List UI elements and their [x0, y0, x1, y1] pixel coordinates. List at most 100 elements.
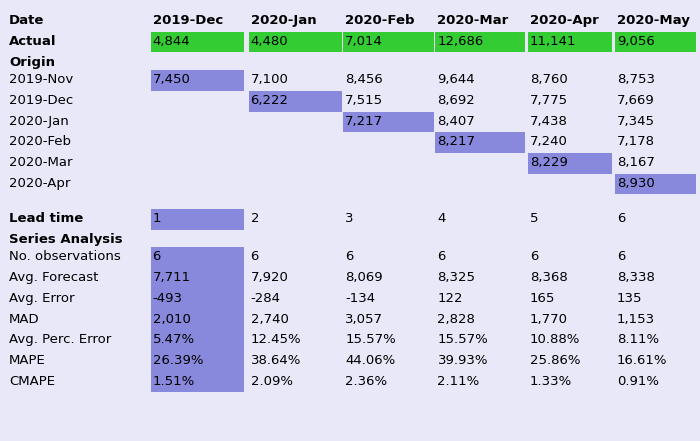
Bar [435, 132, 525, 153]
Text: 2,740: 2,740 [251, 313, 288, 325]
Text: 9,056: 9,056 [617, 35, 655, 48]
Bar [435, 32, 525, 52]
Text: 7,450: 7,450 [153, 73, 190, 86]
Text: No. observations: No. observations [9, 250, 121, 263]
Text: 6: 6 [617, 250, 625, 263]
Text: 6: 6 [251, 250, 259, 263]
Text: 15.57%: 15.57% [345, 333, 396, 346]
Text: Date: Date [9, 14, 45, 27]
Text: 8,229: 8,229 [530, 156, 568, 169]
Text: 7,345: 7,345 [617, 115, 655, 127]
Bar [528, 153, 612, 174]
Text: 38.64%: 38.64% [251, 354, 301, 367]
Text: 6: 6 [438, 250, 446, 263]
Text: 2.09%: 2.09% [251, 375, 293, 388]
Text: 3,057: 3,057 [345, 313, 383, 325]
Bar [248, 91, 342, 112]
Text: 2019-Dec: 2019-Dec [153, 14, 223, 27]
Bar [150, 372, 244, 392]
Text: 2.36%: 2.36% [345, 375, 387, 388]
Bar [248, 32, 342, 52]
Text: 8,930: 8,930 [617, 177, 655, 190]
Text: 7,515: 7,515 [345, 94, 383, 107]
Text: 2020-May: 2020-May [617, 14, 690, 27]
Text: 8,069: 8,069 [345, 271, 383, 284]
Text: 3: 3 [345, 212, 354, 225]
Text: 39.93%: 39.93% [438, 354, 488, 367]
Text: MAPE: MAPE [9, 354, 46, 367]
Bar [150, 310, 244, 330]
Text: 44.06%: 44.06% [345, 354, 396, 367]
Text: 135: 135 [617, 292, 642, 305]
Text: 7,711: 7,711 [153, 271, 190, 284]
Text: 8,368: 8,368 [530, 271, 568, 284]
Text: 7,178: 7,178 [617, 135, 655, 148]
Text: Series Analysis: Series Analysis [9, 233, 122, 246]
Text: 6: 6 [617, 212, 625, 225]
Text: 5.47%: 5.47% [153, 333, 195, 346]
Text: 8.11%: 8.11% [617, 333, 659, 346]
Text: Avg. Error: Avg. Error [9, 292, 75, 305]
Text: -284: -284 [251, 292, 281, 305]
Bar [150, 268, 244, 289]
Text: 122: 122 [438, 292, 463, 305]
Bar [615, 174, 696, 194]
Text: 2.11%: 2.11% [438, 375, 480, 388]
Text: 7,669: 7,669 [617, 94, 655, 107]
Text: Avg. Forecast: Avg. Forecast [9, 271, 99, 284]
Bar [150, 289, 244, 310]
Text: 6: 6 [345, 250, 354, 263]
Text: 2,828: 2,828 [438, 313, 475, 325]
Text: 8,167: 8,167 [617, 156, 655, 169]
Bar [343, 32, 434, 52]
Bar [150, 209, 244, 230]
Text: 2020-Feb: 2020-Feb [9, 135, 71, 148]
Bar [615, 32, 696, 52]
Text: 8,325: 8,325 [438, 271, 475, 284]
Text: 4,844: 4,844 [153, 35, 190, 48]
Bar [150, 247, 244, 268]
Text: 2020-Jan: 2020-Jan [9, 115, 69, 127]
Text: 4: 4 [438, 212, 446, 225]
Text: 8,338: 8,338 [617, 271, 655, 284]
Text: MAD: MAD [9, 313, 40, 325]
Text: 2020-Mar: 2020-Mar [438, 14, 509, 27]
Bar [150, 330, 244, 351]
Text: 165: 165 [530, 292, 555, 305]
Text: 26.39%: 26.39% [153, 354, 203, 367]
Text: 8,753: 8,753 [617, 73, 655, 86]
Text: 8,407: 8,407 [438, 115, 475, 127]
Text: Lead time: Lead time [9, 212, 83, 225]
Text: CMAPE: CMAPE [9, 375, 55, 388]
Text: 15.57%: 15.57% [438, 333, 489, 346]
Text: 8,760: 8,760 [530, 73, 568, 86]
Text: 1,153: 1,153 [617, 313, 655, 325]
Text: 1.33%: 1.33% [530, 375, 572, 388]
Text: -493: -493 [153, 292, 183, 305]
Text: 2020-Apr: 2020-Apr [9, 177, 71, 190]
Text: 2020-Feb: 2020-Feb [345, 14, 414, 27]
Text: -134: -134 [345, 292, 375, 305]
Text: 1: 1 [153, 212, 161, 225]
Text: 6: 6 [530, 250, 538, 263]
Bar [343, 112, 434, 132]
Text: 6: 6 [153, 250, 161, 263]
Text: 1.51%: 1.51% [153, 375, 195, 388]
Text: 2020-Mar: 2020-Mar [9, 156, 73, 169]
Text: 2019-Nov: 2019-Nov [9, 73, 74, 86]
Text: 8,456: 8,456 [345, 73, 383, 86]
Bar [150, 70, 244, 91]
Text: 5: 5 [530, 212, 538, 225]
Text: 2: 2 [251, 212, 259, 225]
Text: 25.86%: 25.86% [530, 354, 580, 367]
Text: 7,240: 7,240 [530, 135, 568, 148]
Text: 2020-Apr: 2020-Apr [530, 14, 598, 27]
Text: 6,222: 6,222 [251, 94, 288, 107]
Text: 7,217: 7,217 [345, 115, 383, 127]
Bar [150, 32, 244, 52]
Text: 7,775: 7,775 [530, 94, 568, 107]
Bar [150, 351, 244, 372]
Text: 12,686: 12,686 [438, 35, 484, 48]
Text: 8,217: 8,217 [438, 135, 475, 148]
Text: 4,480: 4,480 [251, 35, 288, 48]
